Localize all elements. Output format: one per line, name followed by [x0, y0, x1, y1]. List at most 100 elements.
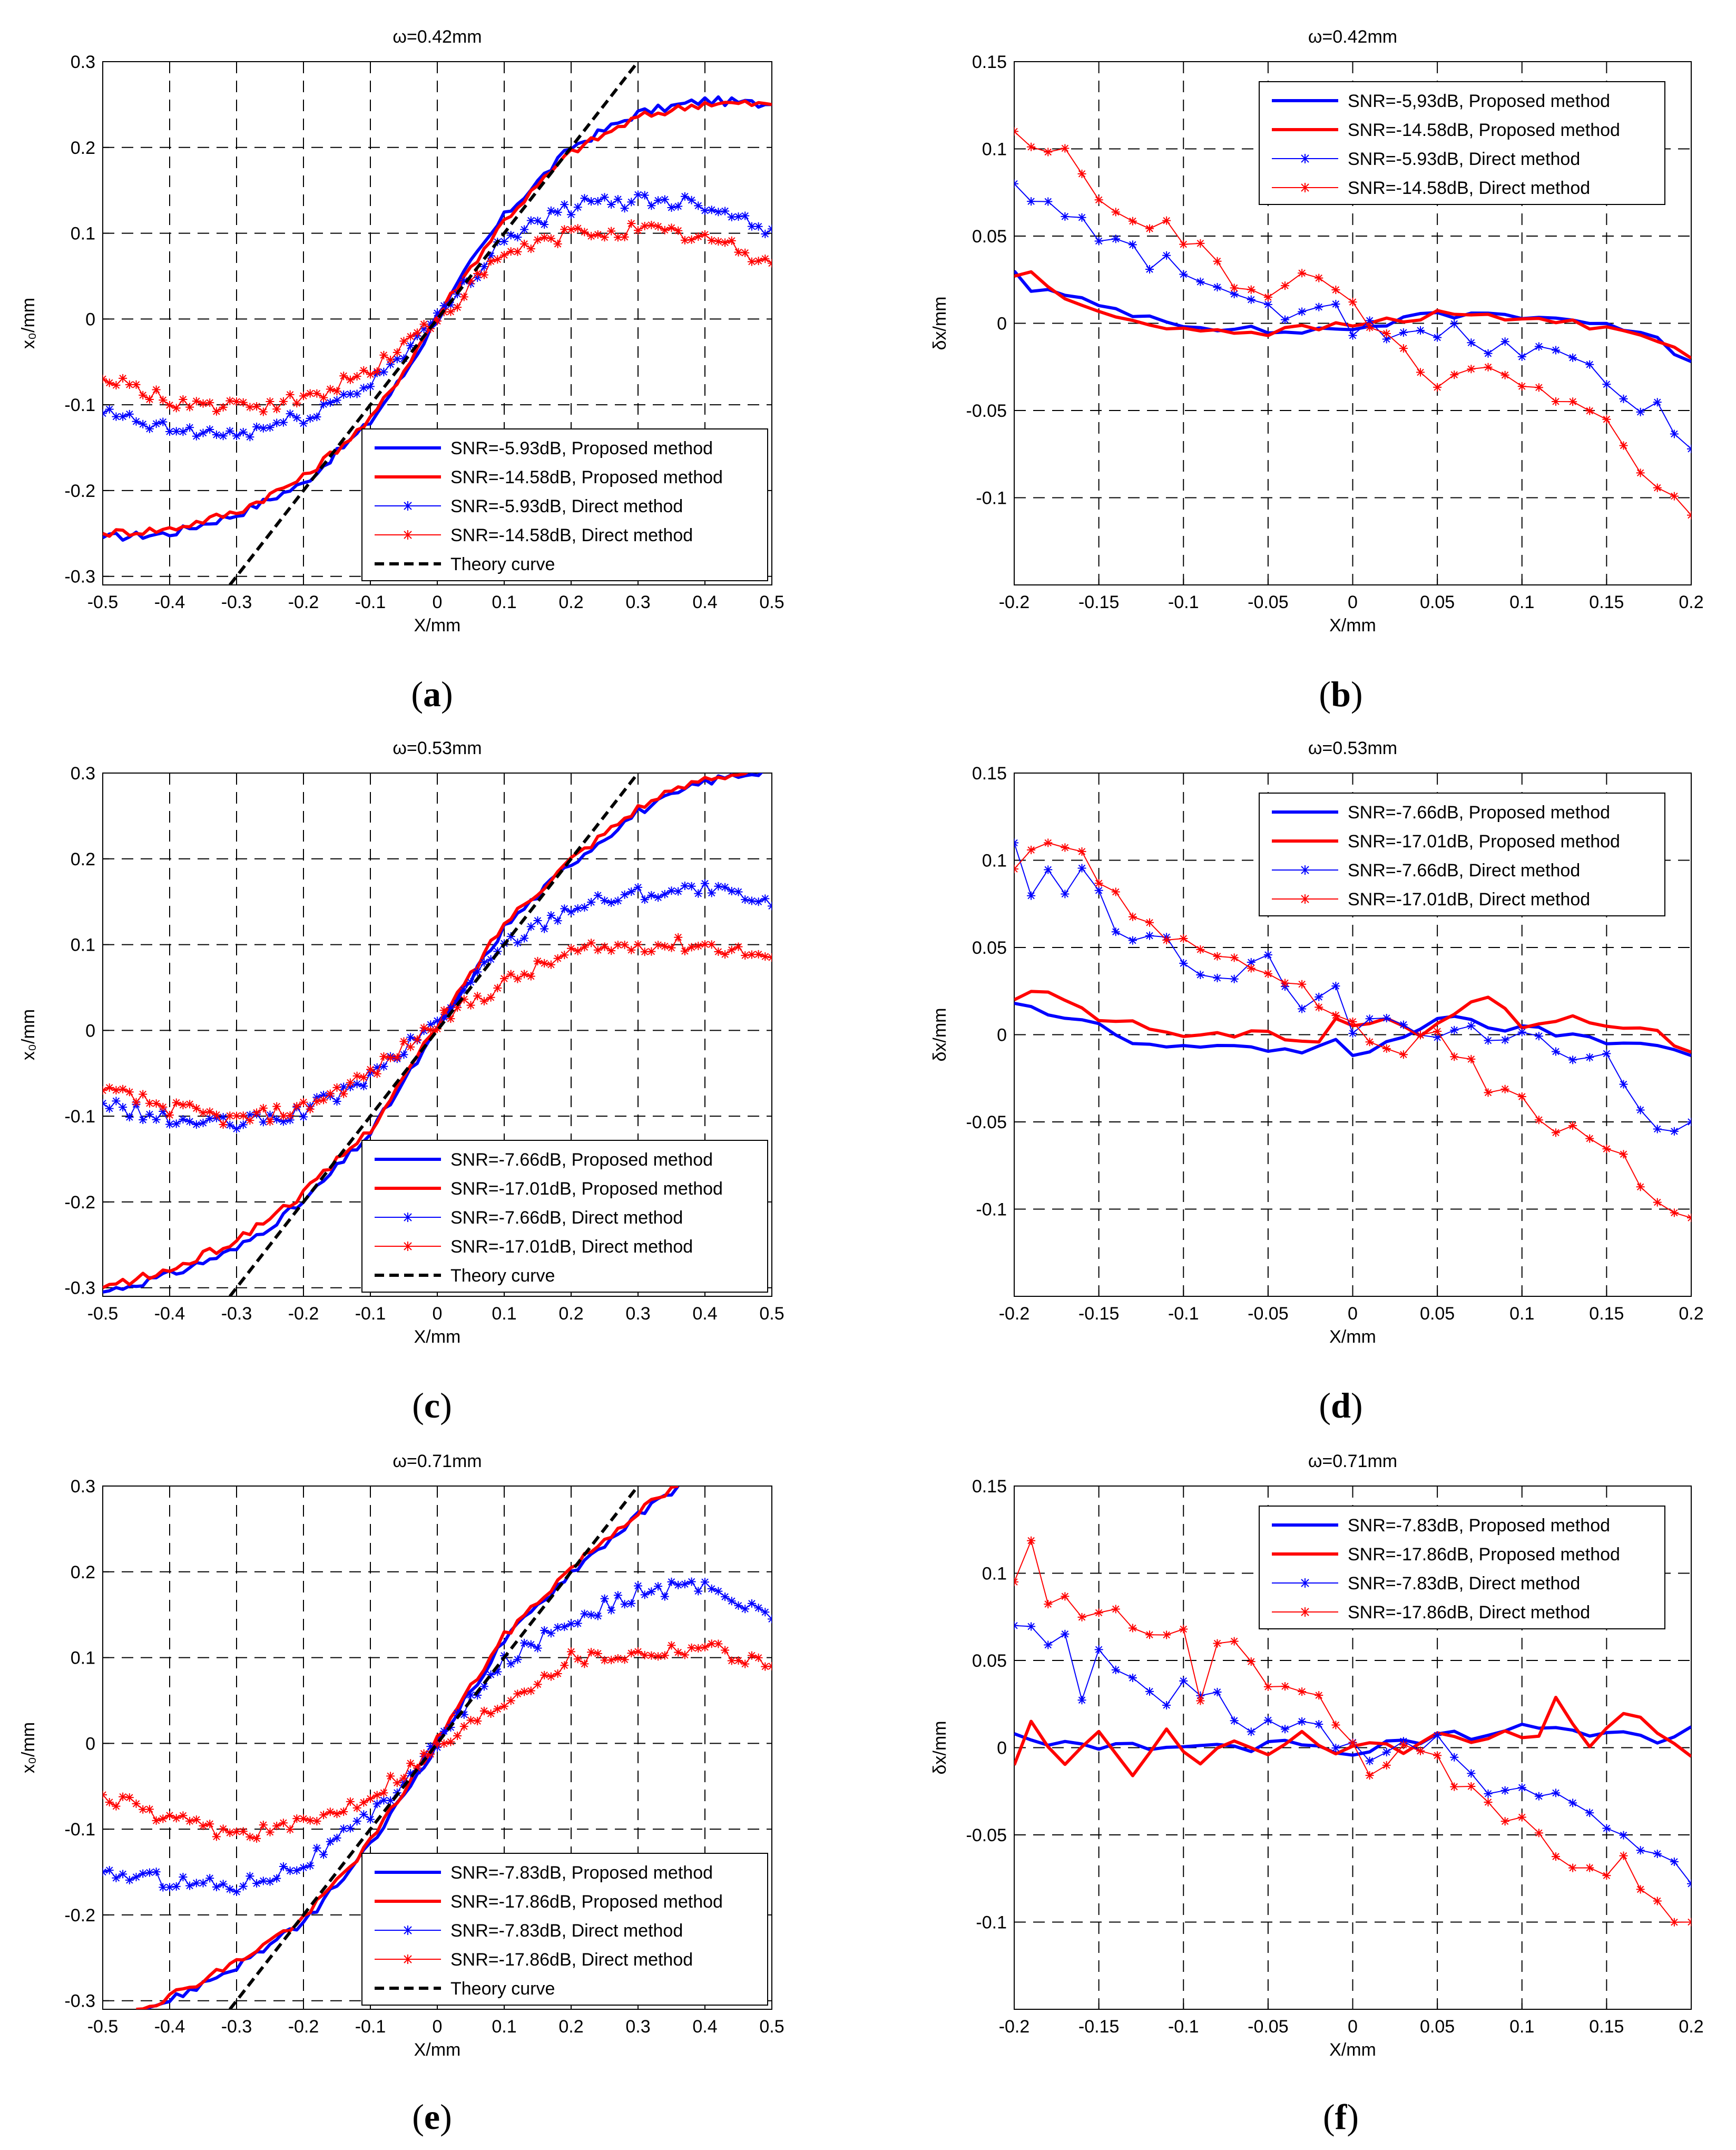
series-point-marker: [1094, 1645, 1103, 1654]
series-point-marker: [212, 1882, 221, 1891]
series-point-marker: [1281, 1725, 1289, 1734]
series-point-marker: [613, 1654, 622, 1663]
series-point-marker: [567, 907, 575, 916]
series-point-marker: [419, 320, 428, 329]
y-tick-label: -0.1: [976, 488, 1007, 509]
legend-marker: [403, 1926, 413, 1935]
series-point-marker: [761, 894, 770, 903]
series-line-5: [228, 1486, 640, 2009]
series-point-marker: [1111, 234, 1120, 243]
series-point-marker: [372, 1069, 381, 1078]
series-point-marker: [1602, 1871, 1611, 1880]
series-point-marker: [620, 232, 629, 241]
series-point-marker: [607, 946, 616, 955]
x-tick-label: 0.1: [1509, 592, 1534, 612]
series-point-marker: [219, 1120, 228, 1129]
series-point-marker: [332, 1833, 341, 1842]
series-point-marker: [125, 1793, 134, 1802]
series-point-marker: [479, 996, 488, 1005]
series-point-marker: [352, 1080, 361, 1089]
series-point-marker: [546, 1672, 555, 1681]
series-point-marker: [212, 407, 221, 416]
series-point-marker: [246, 403, 254, 412]
series-point-marker: [493, 255, 502, 264]
legend-entry: SNR=-17.01dB, Proposed method: [1348, 832, 1620, 852]
series-point-marker: [252, 402, 261, 411]
y-tick-label: 0.3: [71, 1477, 95, 1497]
series-point-marker: [1517, 1092, 1526, 1101]
series-point-marker: [379, 1062, 388, 1071]
y-tick-label: 0.1: [71, 935, 95, 955]
legend: SNR=-7.83dB, Proposed method SNR=-17.86dB…: [361, 1853, 768, 2006]
series-point-marker: [219, 1824, 228, 1833]
chart-panel-e: -0.5 -0.4 -0.3 -0.2 -0.1 0 0.1 0.2 0.3 0.4 0.5 -0.3…: [18, 1451, 784, 2137]
series-point-marker: [1602, 380, 1611, 389]
chart-panel-d: -0.2 -0.15 -0.1 -0.05 0 0.05 0.1 0.15 0.2 -0.1 -0.…: [930, 738, 1704, 1425]
series-point-marker: [1044, 1600, 1053, 1609]
series-point-marker: [179, 1115, 188, 1123]
series-point-marker: [185, 1117, 194, 1126]
series-point-marker: [660, 890, 669, 898]
series-point-marker: [680, 192, 689, 201]
series-point-marker: [580, 194, 589, 203]
panel-letter: a: [423, 674, 441, 714]
series-point-marker: [1315, 1691, 1323, 1700]
series-point-marker: [1128, 912, 1137, 921]
series-point-marker: [1450, 319, 1459, 328]
series-point-marker: [232, 397, 241, 406]
x-tick-label: 0.4: [692, 2017, 717, 2037]
series-point-marker: [1365, 1756, 1374, 1765]
series-point-marker: [741, 951, 750, 960]
series-point-marker: [1602, 1145, 1611, 1154]
series-point-marker: [506, 231, 515, 240]
chart-panel-f: -0.2 -0.15 -0.1 -0.05 0 0.05 0.1 0.15 0.2 -0.1 -0.…: [930, 1451, 1704, 2137]
series-point-marker: [1450, 1782, 1459, 1791]
series-point-marker: [620, 204, 629, 213]
series-point-marker: [620, 890, 629, 899]
series-point-marker: [627, 1599, 636, 1608]
series-point-marker: [1552, 397, 1560, 406]
series-line-1: [1014, 1001, 1691, 1058]
series-point-marker: [1027, 845, 1036, 854]
legend-marker: [1300, 183, 1310, 192]
series-point-marker: [453, 303, 462, 312]
legend-entry: SNR=-7.83dB, Proposed method: [1348, 1516, 1610, 1536]
series-point-marker: [393, 348, 401, 357]
series-point-marker: [246, 433, 254, 442]
chart-title: ω=0.53mm: [393, 738, 482, 758]
series-group: [1014, 1536, 1691, 1927]
series-point-marker: [286, 1116, 295, 1125]
series-point-marker: [466, 1690, 475, 1699]
series-point-marker: [674, 933, 683, 942]
series-point-marker: [473, 1690, 482, 1699]
series-point-marker: [640, 895, 649, 904]
series-point-marker: [145, 395, 154, 404]
series-point-marker: [372, 367, 381, 376]
series-point-marker: [205, 1115, 214, 1123]
series-point-marker: [232, 1828, 241, 1836]
x-tick-label: -0.15: [1078, 592, 1120, 612]
series-point-marker: [687, 943, 696, 952]
series-point-marker: [1077, 847, 1086, 856]
series-point-marker: [1636, 1106, 1645, 1115]
series-point-marker: [506, 1659, 515, 1668]
series-point-marker: [600, 896, 609, 905]
series-point-marker: [185, 1100, 194, 1109]
series-point-marker: [1500, 1084, 1509, 1093]
series-point-marker: [199, 1821, 208, 1830]
series-point-marker: [593, 891, 602, 900]
series-point-marker: [620, 941, 629, 950]
series-point-marker: [199, 428, 208, 437]
series-point-marker: [319, 1090, 328, 1099]
series-point-marker: [159, 1883, 168, 1892]
series-point-marker: [446, 1014, 455, 1023]
series-point-marker: [654, 196, 663, 205]
series-point-marker: [1552, 1789, 1560, 1797]
series-point-marker: [1568, 397, 1577, 406]
series-point-marker: [1094, 196, 1103, 204]
x-tick-label: 0.2: [558, 592, 583, 612]
series-point-marker: [694, 1587, 703, 1596]
series-point-marker: [132, 1098, 141, 1107]
series-point-marker: [112, 1086, 121, 1094]
series-point-marker: [259, 407, 268, 416]
